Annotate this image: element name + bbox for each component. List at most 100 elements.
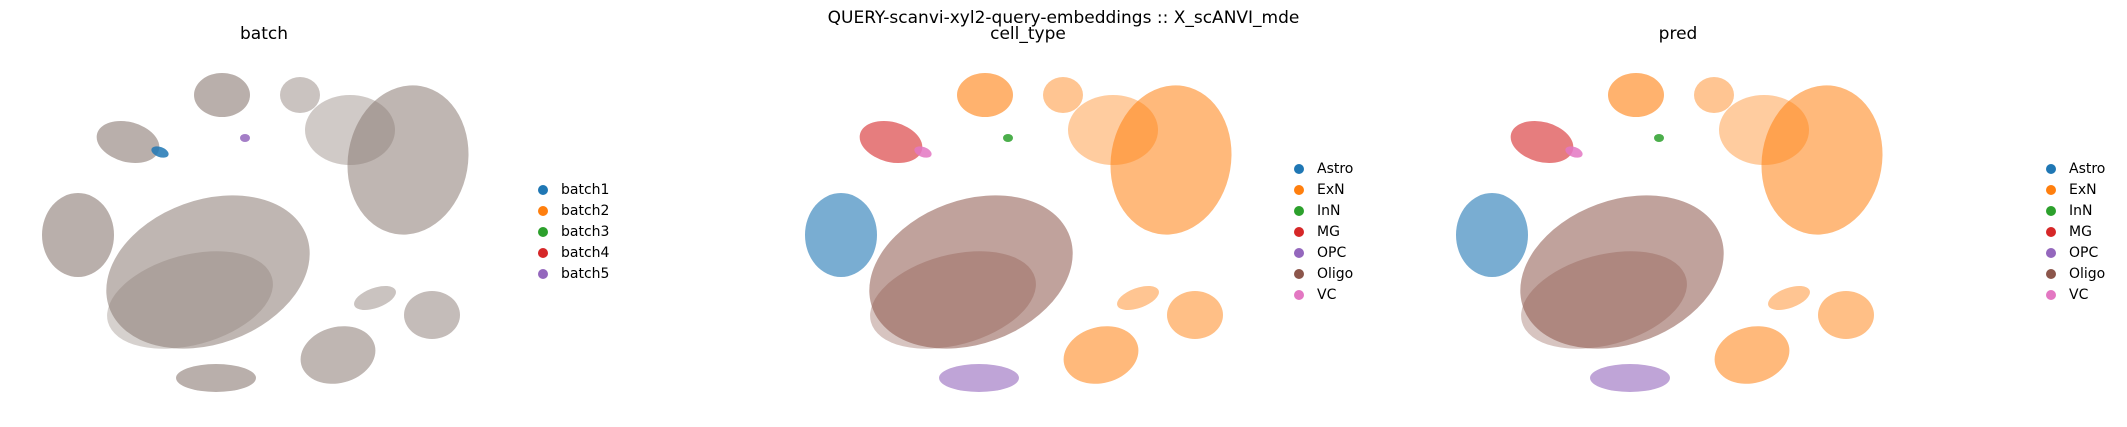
- legend-label: batch4: [561, 245, 610, 261]
- cluster-top-left: [96, 120, 160, 164]
- cluster-bottom-middle: [1063, 326, 1139, 384]
- cluster-top-middle: [1608, 73, 1664, 117]
- legend-marker: [2046, 164, 2056, 174]
- legend-marker: [1294, 248, 1304, 258]
- legend-label: ExN: [2069, 182, 2097, 198]
- cluster-right-top: [305, 95, 395, 165]
- cluster-top-middle: [957, 73, 1013, 117]
- legend-label: VC: [1317, 287, 1337, 303]
- legend-marker: [2046, 206, 2056, 216]
- cluster-accent-small: [1003, 134, 1013, 142]
- cluster-main: [106, 195, 310, 349]
- legend-item: MG: [2046, 222, 2105, 243]
- cluster-accent: [151, 146, 169, 158]
- legend-label: batch3: [561, 224, 610, 240]
- legend-marker: [1294, 164, 1304, 174]
- cluster-bottom-strip: [1117, 285, 1159, 311]
- legend-item: VC: [1294, 285, 1353, 306]
- cluster-bottom-left: [176, 364, 256, 392]
- cluster-left: [42, 193, 114, 277]
- legend-label: batch1: [561, 182, 610, 198]
- legend-marker: [2046, 185, 2056, 195]
- legend-item: MG: [1294, 222, 1353, 243]
- legend-item: Oligo: [2046, 264, 2105, 285]
- cluster-main: [1520, 195, 1724, 349]
- panel-title-pred: pred: [1658, 24, 1698, 44]
- cluster-main-core: [107, 251, 273, 349]
- cluster-bottom-strip: [354, 285, 396, 311]
- cluster-top-left: [1510, 120, 1574, 164]
- cluster-bottom-strip: [1768, 285, 1810, 311]
- legend-label: MG: [1317, 224, 1340, 240]
- cluster-right-fan: [1761, 85, 1883, 235]
- legend-label: InN: [2069, 203, 2093, 219]
- legend-label: batch5: [561, 266, 610, 282]
- figure-suptitle: QUERY-scanvi-xyl2-query-embeddings :: X_…: [827, 8, 1300, 28]
- legend-label: Oligo: [1317, 266, 1354, 282]
- legend-label: OPC: [1317, 245, 1347, 261]
- legend-label: batch2: [561, 203, 610, 219]
- legend-item: InN: [1294, 201, 1353, 222]
- legend-item: batch1: [538, 180, 609, 201]
- cluster-main-core: [1521, 251, 1687, 349]
- legend-item: Astro: [2046, 159, 2105, 180]
- cluster-top-middle: [194, 73, 250, 117]
- legend-label: MG: [2069, 224, 2092, 240]
- cluster-bottom-right: [1818, 291, 1874, 339]
- legend-label: ExN: [1317, 182, 1345, 198]
- legend-marker: [538, 248, 548, 258]
- embedding-plot-batch: [42, 73, 469, 392]
- legend-item: OPC: [2046, 243, 2105, 264]
- cluster-right-top: [1719, 95, 1809, 165]
- legend-marker: [1294, 206, 1304, 216]
- legend-item: batch2: [538, 201, 609, 222]
- legend-batch: batch1 batch2 batch3 batch4 batch5: [538, 180, 609, 285]
- cluster-right-top: [1068, 95, 1158, 165]
- cluster-right-fan: [347, 85, 469, 235]
- panel-title-cell-type: cell_type: [990, 24, 1066, 44]
- cluster-bottom-middle: [300, 326, 376, 384]
- cluster-bottom-middle: [1714, 326, 1790, 384]
- legend-label: Astro: [2069, 161, 2106, 177]
- cluster-left: [1456, 193, 1528, 277]
- panel-pred: pred Astro ExN InN MG OPC Oligo VC: [1412, 0, 2121, 427]
- legend-item: ExN: [1294, 180, 1353, 201]
- legend-marker: [538, 227, 548, 237]
- legend-marker: [538, 206, 548, 216]
- cluster-main: [869, 195, 1073, 349]
- cluster-left: [805, 193, 877, 277]
- legend-marker: [2046, 290, 2056, 300]
- cluster-small-top: [1043, 77, 1083, 113]
- cluster-bottom-right: [404, 291, 460, 339]
- legend-label: VC: [2069, 287, 2089, 303]
- legend-label: Oligo: [2069, 266, 2106, 282]
- cluster-small-top: [280, 77, 320, 113]
- legend-marker: [1294, 185, 1304, 195]
- cluster-top-left: [859, 120, 923, 164]
- legend-item: OPC: [1294, 243, 1353, 264]
- panel-batch: batch batch1 batch2 batch3 batch4 batch5: [0, 0, 709, 427]
- legend-marker: [2046, 269, 2056, 279]
- legend-item: batch5: [538, 264, 609, 285]
- legend-cell-type: Astro ExN InN MG OPC Oligo VC: [1294, 159, 1353, 306]
- cluster-small-top: [1694, 77, 1734, 113]
- legend-pred: Astro ExN InN MG OPC Oligo VC: [2046, 159, 2105, 306]
- legend-marker: [538, 269, 548, 279]
- cluster-accent-small: [1654, 134, 1664, 142]
- legend-item: ExN: [2046, 180, 2105, 201]
- cluster-bottom-left: [1590, 364, 1670, 392]
- legend-marker: [538, 185, 548, 195]
- panel-title-batch: batch: [240, 24, 288, 44]
- legend-marker: [2046, 227, 2056, 237]
- legend-marker: [1294, 290, 1304, 300]
- panel-cell-type: cell_type Astro ExN InN MG OPC Oligo VC: [756, 0, 1465, 427]
- cluster-right-fan: [1110, 85, 1232, 235]
- cluster-accent: [1565, 146, 1583, 158]
- legend-item: InN: [2046, 201, 2105, 222]
- legend-label: InN: [1317, 203, 1341, 219]
- cluster-bottom-left: [939, 364, 1019, 392]
- legend-label: OPC: [2069, 245, 2099, 261]
- embedding-plot-pred: [1456, 73, 1883, 392]
- cluster-accent: [914, 146, 932, 158]
- legend-marker: [1294, 227, 1304, 237]
